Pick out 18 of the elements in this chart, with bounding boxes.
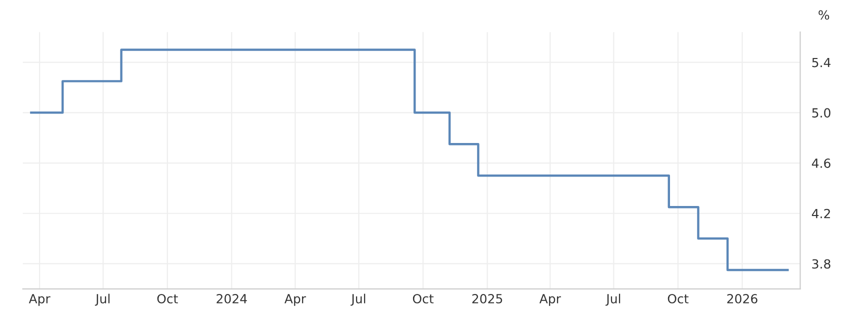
x-tick-label: Oct [157, 294, 178, 304]
y-tick-label: 4.6 [812, 158, 830, 168]
x-tick-label: Apr [539, 294, 561, 306]
y-tick-label: 5.0 [812, 108, 830, 118]
x-tick-label: Jul [94, 294, 110, 306]
y-axis-title: % [818, 10, 830, 20]
y-tick-label: 4.2 [812, 208, 830, 218]
x-tick-label: 2026 [727, 294, 758, 304]
y-tick-label: 5.4 [812, 58, 831, 68]
x-tick-label: Oct [668, 294, 688, 304]
x-tick-label: Apr [28, 294, 50, 306]
x-tick-label: Apr [284, 294, 306, 306]
x-tick-label: Oct [412, 294, 434, 304]
y-tick-label: 3.8 [812, 259, 830, 269]
x-tick-label: 2024 [216, 294, 247, 304]
x-tick-label: Jul [350, 294, 366, 306]
x-tick-label: 2025 [472, 294, 502, 304]
x-tick-label: Jul [606, 294, 620, 306]
